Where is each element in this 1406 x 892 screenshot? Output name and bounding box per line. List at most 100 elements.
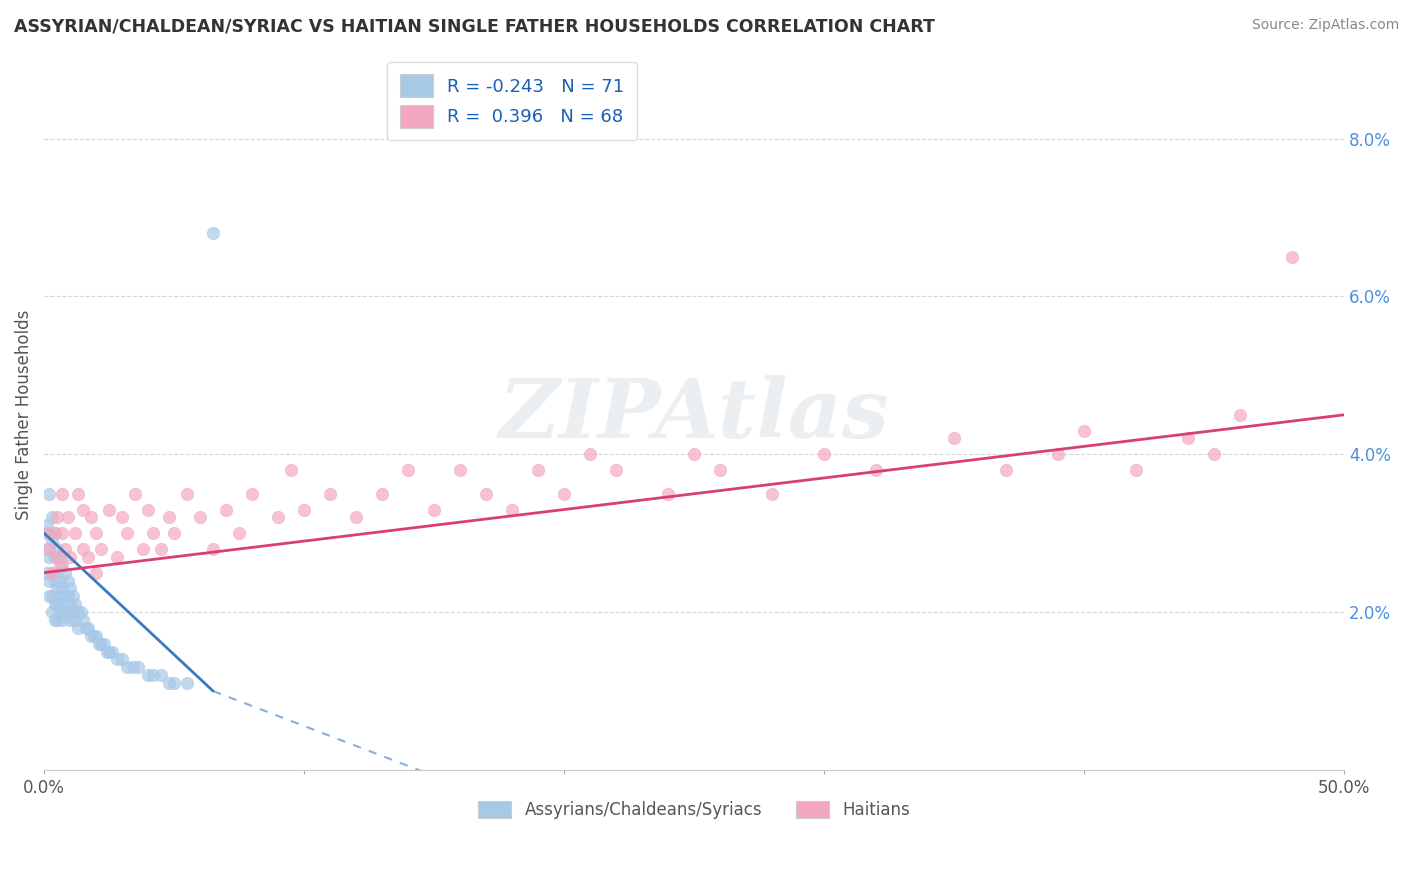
Point bbox=[579, 447, 602, 461]
Point bbox=[38, 487, 60, 501]
Point bbox=[132, 541, 155, 556]
Point bbox=[44, 526, 66, 541]
Point bbox=[1073, 424, 1095, 438]
Point bbox=[1229, 408, 1251, 422]
Point bbox=[111, 652, 134, 666]
Point bbox=[176, 676, 198, 690]
Point bbox=[111, 510, 134, 524]
Point bbox=[163, 526, 186, 541]
Point bbox=[396, 463, 419, 477]
Point bbox=[46, 510, 69, 524]
Point bbox=[38, 541, 60, 556]
Legend: Assyrians/Chaldeans/Syriacs, Haitians: Assyrians/Chaldeans/Syriacs, Haitians bbox=[471, 794, 917, 826]
Point bbox=[240, 487, 263, 501]
Point bbox=[683, 447, 706, 461]
Point bbox=[75, 621, 97, 635]
Point bbox=[62, 605, 84, 619]
Text: ASSYRIAN/CHALDEAN/SYRIAC VS HAITIAN SINGLE FATHER HOUSEHOLDS CORRELATION CHART: ASSYRIAN/CHALDEAN/SYRIAC VS HAITIAN SING… bbox=[14, 18, 935, 36]
Point bbox=[1281, 250, 1303, 264]
Point bbox=[66, 621, 89, 635]
Point bbox=[142, 526, 165, 541]
Point bbox=[202, 541, 225, 556]
Point bbox=[38, 574, 60, 588]
Point bbox=[46, 566, 69, 580]
Point bbox=[48, 558, 70, 572]
Point bbox=[813, 447, 835, 461]
Point bbox=[105, 652, 128, 666]
Point bbox=[657, 487, 679, 501]
Point bbox=[157, 510, 180, 524]
Point bbox=[44, 613, 66, 627]
Point bbox=[77, 549, 100, 564]
Point bbox=[1047, 447, 1070, 461]
Point bbox=[44, 597, 66, 611]
Point bbox=[48, 549, 70, 564]
Point bbox=[69, 605, 91, 619]
Point bbox=[1125, 463, 1147, 477]
Point bbox=[136, 668, 159, 682]
Point bbox=[344, 510, 367, 524]
Point bbox=[202, 226, 225, 240]
Point bbox=[605, 463, 627, 477]
Point bbox=[51, 613, 73, 627]
Point bbox=[96, 644, 118, 658]
Point bbox=[46, 549, 69, 564]
Point bbox=[449, 463, 471, 477]
Point bbox=[59, 613, 82, 627]
Y-axis label: Single Father Households: Single Father Households bbox=[15, 310, 32, 520]
Point bbox=[35, 541, 58, 556]
Point bbox=[150, 541, 173, 556]
Point bbox=[1204, 447, 1226, 461]
Point bbox=[267, 510, 290, 524]
Point bbox=[35, 526, 58, 541]
Point bbox=[59, 582, 82, 596]
Point bbox=[59, 597, 82, 611]
Point bbox=[865, 463, 887, 477]
Point bbox=[53, 541, 76, 556]
Text: Source: ZipAtlas.com: Source: ZipAtlas.com bbox=[1251, 18, 1399, 32]
Point bbox=[142, 668, 165, 682]
Point bbox=[65, 597, 87, 611]
Point bbox=[56, 574, 79, 588]
Point bbox=[423, 502, 446, 516]
Point bbox=[995, 463, 1018, 477]
Point bbox=[527, 463, 550, 477]
Point bbox=[553, 487, 575, 501]
Point bbox=[90, 637, 112, 651]
Point bbox=[943, 432, 966, 446]
Point bbox=[41, 510, 63, 524]
Point bbox=[117, 660, 139, 674]
Point bbox=[48, 605, 70, 619]
Point bbox=[105, 549, 128, 564]
Point bbox=[56, 605, 79, 619]
Point bbox=[51, 582, 73, 596]
Point bbox=[228, 526, 250, 541]
Point bbox=[66, 605, 89, 619]
Point bbox=[72, 502, 94, 516]
Point bbox=[44, 574, 66, 588]
Point bbox=[66, 487, 89, 501]
Point bbox=[761, 487, 783, 501]
Point bbox=[371, 487, 394, 501]
Point bbox=[176, 487, 198, 501]
Point bbox=[127, 660, 149, 674]
Point bbox=[80, 510, 103, 524]
Point bbox=[84, 629, 107, 643]
Point bbox=[475, 487, 498, 501]
Point bbox=[38, 549, 60, 564]
Point bbox=[98, 502, 121, 516]
Point bbox=[83, 629, 105, 643]
Point bbox=[46, 541, 69, 556]
Point bbox=[56, 510, 79, 524]
Point bbox=[319, 487, 342, 501]
Point bbox=[41, 605, 63, 619]
Point bbox=[98, 644, 121, 658]
Point bbox=[65, 613, 87, 627]
Text: ZIPAtlas: ZIPAtlas bbox=[499, 375, 890, 455]
Point bbox=[77, 621, 100, 635]
Point bbox=[44, 549, 66, 564]
Point bbox=[38, 590, 60, 604]
Point bbox=[62, 590, 84, 604]
Point bbox=[46, 597, 69, 611]
Point bbox=[292, 502, 315, 516]
